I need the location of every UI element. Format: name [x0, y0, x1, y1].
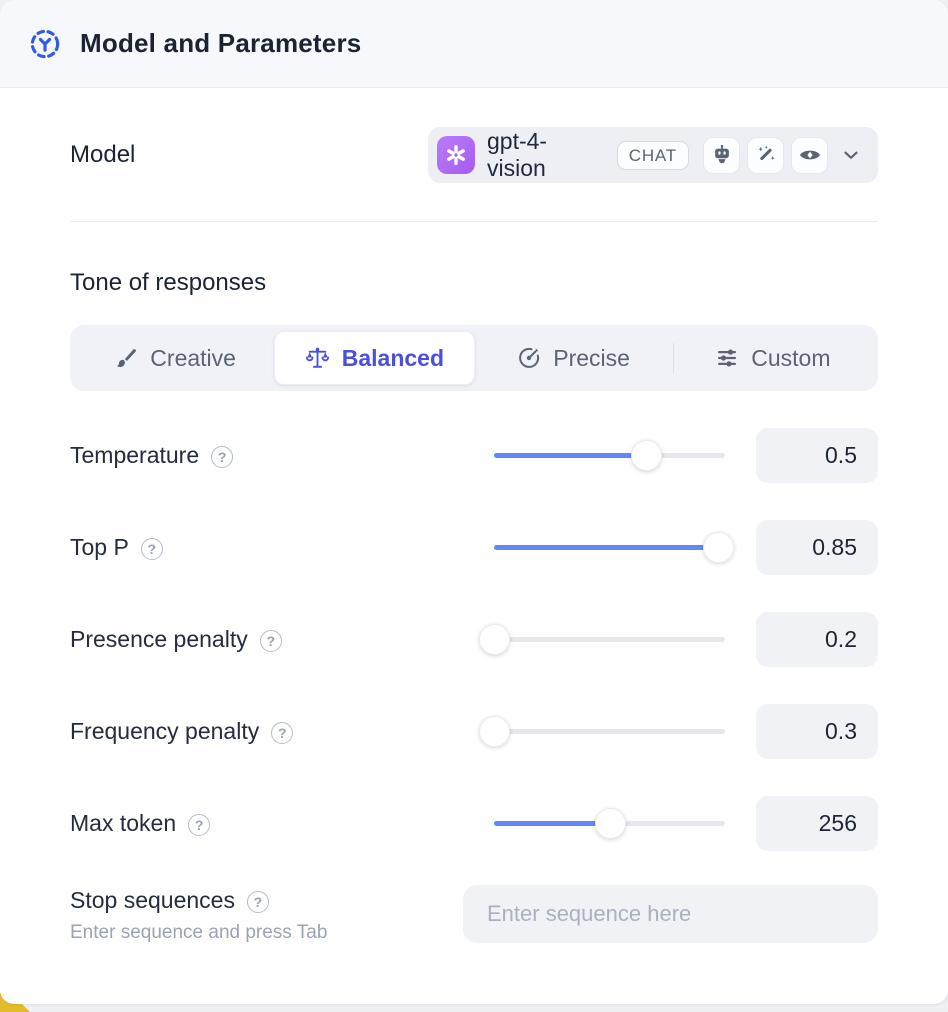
slider-thumb[interactable] — [594, 808, 626, 839]
param-label-text: Max token — [70, 810, 177, 836]
stop-sequences-row: Stop sequences ? Enter sequence and pres… — [70, 885, 878, 984]
tone-option-balanced[interactable]: Balanced — [274, 331, 475, 385]
frequency-penalty-value[interactable]: 0.3 — [756, 704, 878, 759]
sliders-icon — [718, 349, 737, 367]
model-capability-chips — [703, 136, 828, 174]
slider-thumb[interactable] — [631, 440, 663, 471]
presence-penalty-slider[interactable] — [479, 624, 725, 655]
param-row-temperature: Temperature ? 0.5 — [70, 428, 878, 483]
slider-fill — [494, 453, 647, 458]
tone-option-label: Custom — [751, 344, 831, 371]
target-dart-icon — [519, 347, 540, 368]
help-icon[interactable]: ? — [211, 445, 234, 468]
slider-fill — [494, 545, 719, 550]
param-label-text: Temperature — [70, 442, 200, 468]
tone-option-label: Creative — [150, 344, 236, 371]
openai-logo — [437, 136, 475, 174]
param-label: Temperature ? — [70, 442, 494, 469]
param-label-text: Top P — [70, 534, 129, 560]
top-p-value[interactable]: 0.85 — [756, 520, 878, 575]
param-row-frequency-penalty: Frequency penalty ? 0.3 — [70, 704, 878, 759]
param-label-text: Frequency penalty — [70, 718, 260, 744]
temperature-slider[interactable] — [494, 440, 725, 471]
slider-track — [494, 637, 725, 642]
help-icon[interactable]: ? — [246, 890, 269, 913]
ai-model-hub-icon — [28, 27, 62, 61]
slider-thumb[interactable] — [479, 624, 510, 655]
magic-wand-icon — [747, 136, 784, 174]
temperature-value[interactable]: 0.5 — [756, 428, 878, 483]
tone-section-title: Tone of responses — [70, 269, 267, 296]
tone-option-creative[interactable]: Creative — [76, 331, 274, 385]
top-p-slider[interactable] — [494, 532, 735, 563]
tone-option-custom[interactable]: Custom — [674, 331, 872, 385]
vision-eye-icon — [791, 136, 828, 174]
max-token-value[interactable]: 256 — [756, 796, 878, 851]
tone-option-label: Precise — [553, 344, 630, 371]
param-label: Frequency penalty ? — [70, 718, 494, 745]
param-label-text: Presence penalty — [70, 626, 248, 652]
tone-segmented-control: Creative Balanced — [70, 325, 878, 391]
param-label: Top P ? — [70, 534, 494, 561]
slider-track — [494, 729, 725, 734]
slider-fill — [494, 821, 610, 826]
frequency-penalty-slider[interactable] — [479, 716, 725, 747]
presence-penalty-value[interactable]: 0.2 — [756, 612, 878, 667]
param-row-presence-penalty: Presence penalty ? 0.2 — [70, 612, 878, 667]
help-icon[interactable]: ? — [140, 537, 163, 560]
param-label: Max token ? — [70, 810, 494, 837]
chevron-down-icon — [840, 144, 862, 166]
tone-option-label: Balanced — [341, 344, 444, 371]
tone-option-precise[interactable]: Precise — [475, 331, 673, 385]
section-divider — [70, 221, 878, 222]
panel-header: Model and Parameters — [0, 0, 948, 88]
robot-assistant-icon — [703, 136, 740, 174]
model-row: Model — [70, 127, 878, 183]
stop-sequence-input[interactable] — [463, 885, 878, 943]
paintbrush-icon — [117, 349, 137, 368]
max-token-slider[interactable] — [494, 808, 725, 839]
help-icon[interactable]: ? — [271, 721, 294, 744]
stop-sequences-label-block: Stop sequences ? Enter sequence and pres… — [70, 885, 327, 944]
model-label: Model — [70, 141, 136, 168]
stop-sequences-hint: Enter sequence and press Tab — [70, 922, 328, 943]
model-select-dropdown[interactable]: gpt-4-vision CHAT — [428, 127, 878, 183]
panel-title: Model and Parameters — [80, 28, 362, 58]
param-row-top-p: Top P ? 0.85 — [70, 520, 878, 575]
selected-model-name: gpt-4-vision — [487, 128, 548, 181]
model-type-badge: CHAT — [616, 140, 689, 170]
param-label: Presence penalty ? — [70, 626, 494, 653]
help-icon[interactable]: ? — [188, 813, 211, 836]
param-row-max-token: Max token ? 256 — [70, 796, 878, 851]
help-icon[interactable]: ? — [259, 629, 282, 652]
balance-scale-icon — [305, 347, 329, 368]
slider-thumb[interactable] — [703, 532, 735, 563]
slider-thumb[interactable] — [479, 716, 510, 747]
stop-sequences-label: Stop sequences — [70, 887, 235, 913]
segment-divider — [672, 343, 674, 373]
